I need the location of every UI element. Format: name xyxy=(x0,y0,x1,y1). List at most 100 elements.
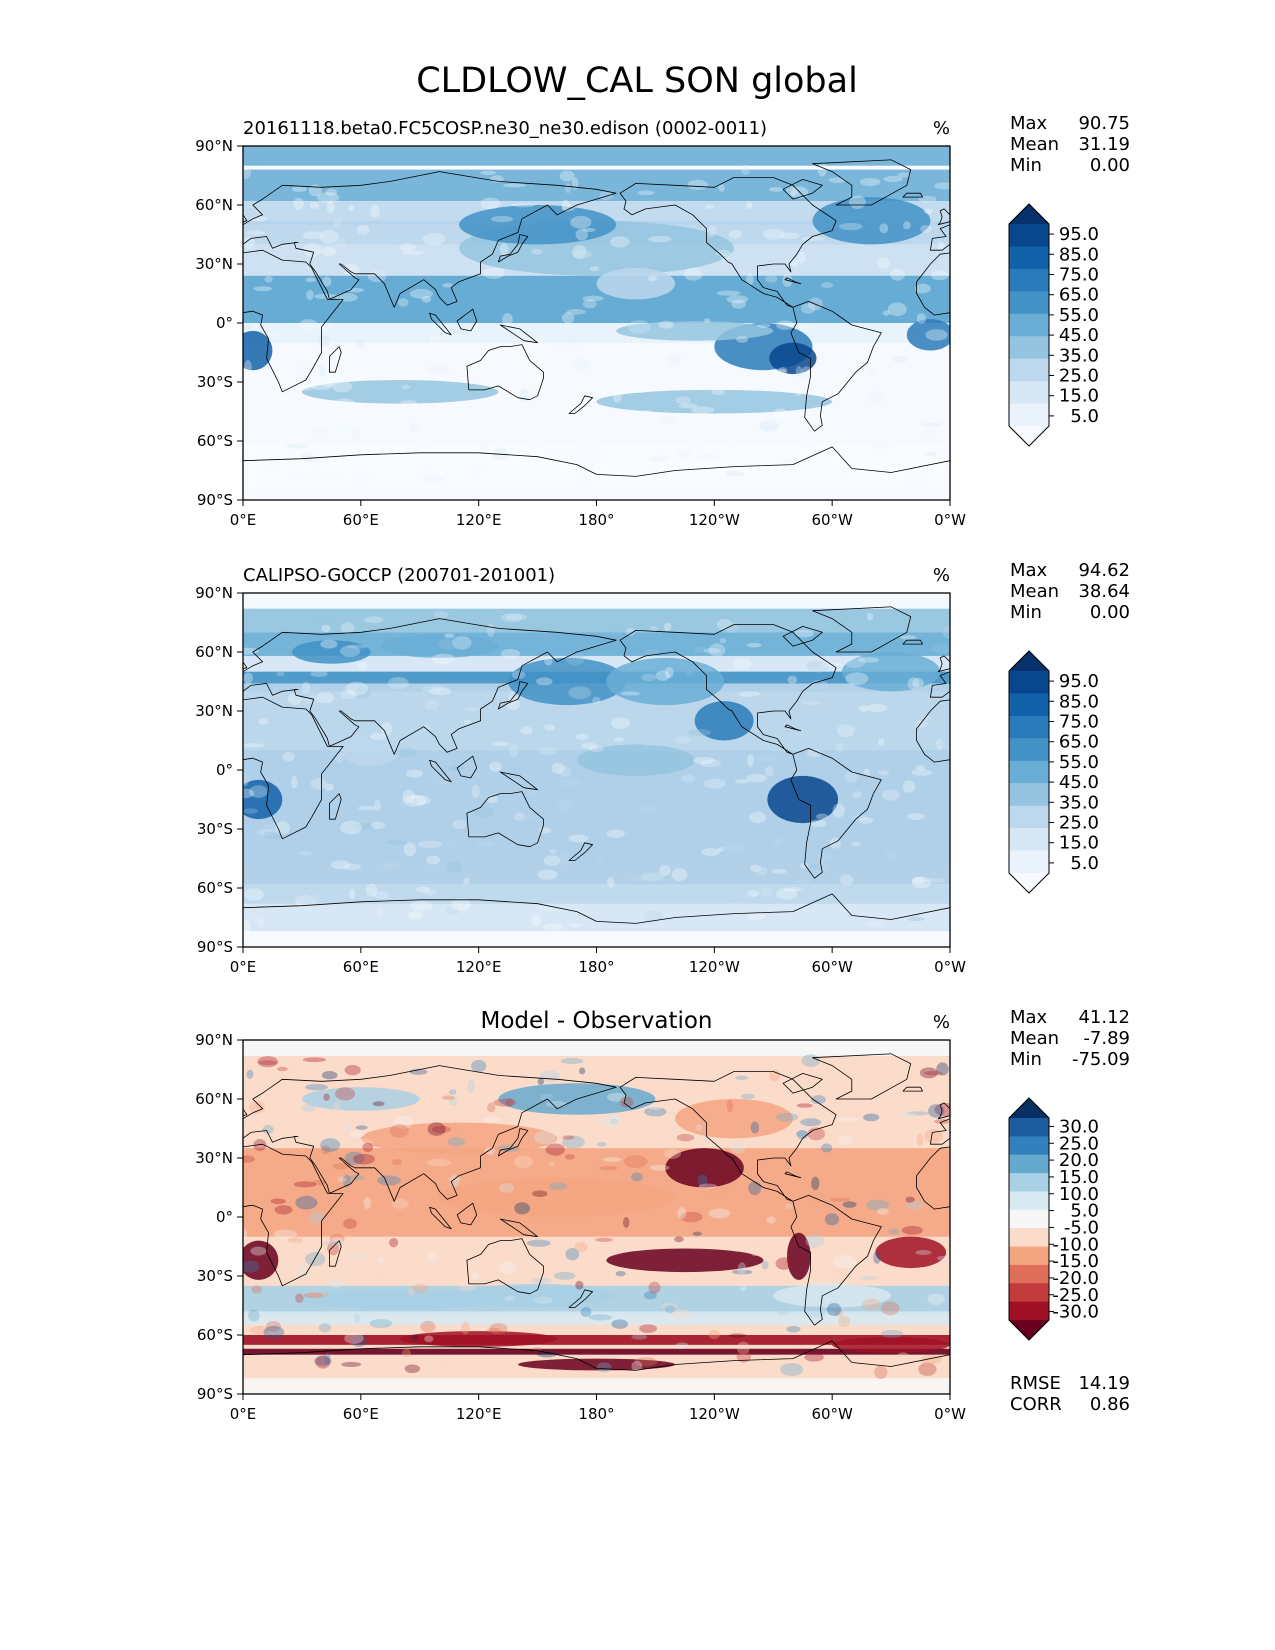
field-speckle xyxy=(533,1296,553,1304)
field-speckle xyxy=(369,732,387,741)
colorbar-outline xyxy=(1008,1097,1050,1341)
field-speckle xyxy=(606,1092,627,1102)
field-speckle xyxy=(678,403,698,409)
field-speckle xyxy=(726,902,743,917)
field-speckle xyxy=(471,785,480,798)
field-speckle xyxy=(409,288,433,299)
field-speckle xyxy=(265,1321,281,1332)
field-speckle xyxy=(899,635,917,640)
field-speckle xyxy=(349,888,356,900)
field-speckle xyxy=(704,647,721,654)
colorbar-segment xyxy=(1009,336,1049,360)
field-speckle xyxy=(568,834,589,843)
field-speckle xyxy=(469,466,484,477)
field-speckle xyxy=(387,677,409,690)
field-speckle xyxy=(320,1138,341,1153)
field-speckle xyxy=(801,236,826,241)
field-speckle xyxy=(422,232,446,246)
field-speckle xyxy=(877,770,890,775)
colorbar-level-label: 5.0 xyxy=(1070,406,1099,427)
colorbar-segment xyxy=(1009,850,1049,874)
field-speckle xyxy=(695,1124,702,1132)
field-speckle xyxy=(315,1355,331,1369)
field-speckle xyxy=(326,200,335,214)
field-speckle xyxy=(919,1067,938,1079)
field-speckle xyxy=(534,903,554,911)
field-speckle xyxy=(500,395,517,404)
field-speckle xyxy=(568,338,581,345)
field-speckle xyxy=(564,183,572,194)
field-speckle xyxy=(776,1304,790,1316)
colorbar-level-label: 15.0 xyxy=(1059,833,1099,854)
y-tick-label: 0° xyxy=(216,761,233,779)
field-speckle xyxy=(270,361,289,367)
colorbar-segment xyxy=(1009,1209,1049,1229)
field-speckle xyxy=(576,448,587,461)
field-speckle xyxy=(620,691,640,696)
field-speckle xyxy=(641,741,660,747)
field-speckle xyxy=(866,704,888,713)
field-speckle xyxy=(357,805,377,811)
field-speckle xyxy=(611,829,630,837)
field-speckle xyxy=(345,681,369,696)
colorbar-segment xyxy=(1009,1246,1049,1266)
field-speckle xyxy=(582,430,597,440)
field-speckle xyxy=(490,350,501,357)
colorbar-level-label: 85.0 xyxy=(1059,691,1099,712)
data-field-observation xyxy=(243,593,950,947)
field-speckle xyxy=(529,790,539,797)
field-speckle xyxy=(458,1284,476,1291)
field-speckle xyxy=(676,1133,695,1142)
field-speckle xyxy=(293,377,318,391)
field-speckle xyxy=(896,1352,911,1364)
field-patch xyxy=(301,1289,499,1310)
field-speckle xyxy=(344,1151,365,1166)
field-speckle xyxy=(481,402,492,413)
field-speckle xyxy=(937,241,945,250)
field-speckle xyxy=(354,822,376,830)
field-speckle xyxy=(795,1130,809,1137)
field-speckle xyxy=(757,867,768,876)
x-tick-label: 180° xyxy=(578,511,614,529)
colorbar-segment xyxy=(1009,1301,1049,1321)
field-speckle xyxy=(640,872,665,882)
field-speckle xyxy=(344,1064,361,1076)
field-speckle xyxy=(343,1123,352,1131)
field-speckle xyxy=(561,1135,585,1149)
colorbar-level-label: 55.0 xyxy=(1059,752,1099,773)
field-speckle xyxy=(740,1093,755,1100)
field-speckle xyxy=(582,227,596,233)
field-speckle xyxy=(780,1362,804,1377)
field-speckle xyxy=(657,415,676,424)
field-speckle xyxy=(258,1060,278,1066)
field-speckle xyxy=(448,1089,457,1095)
field-speckle xyxy=(565,652,585,666)
field-speckle xyxy=(530,1277,553,1284)
field-speckle xyxy=(325,188,338,196)
field-speckle xyxy=(573,442,598,453)
field-speckle xyxy=(915,765,926,771)
field-speckle xyxy=(422,907,437,920)
field-speckle xyxy=(373,891,390,899)
field-speckle xyxy=(427,1122,446,1136)
field-speckle xyxy=(579,1067,586,1075)
stat-label-min: Min xyxy=(1010,1049,1042,1070)
field-speckle xyxy=(334,752,344,763)
field-speckle xyxy=(340,645,361,657)
colorbar-segment xyxy=(1009,1173,1049,1192)
y-tick-label: 30°S xyxy=(197,1267,233,1285)
field-speckle xyxy=(687,179,709,190)
field-speckle xyxy=(589,266,600,272)
coastline-baffin xyxy=(782,626,823,647)
field-patch xyxy=(906,319,950,351)
field-speckle xyxy=(826,1303,842,1316)
field-speckle xyxy=(293,1181,317,1188)
field-speckle xyxy=(321,335,336,346)
field-speckle xyxy=(427,1158,451,1167)
stat-label-max: Max xyxy=(1010,113,1048,134)
stat-label-min: Min xyxy=(1010,602,1042,623)
field-patch xyxy=(439,1177,676,1218)
field-patch xyxy=(786,1232,811,1280)
colorbar: 30.025.020.015.010.05.0-5.0-10.0-15.0-20… xyxy=(1008,1097,1099,1341)
field-speckle xyxy=(902,780,916,793)
